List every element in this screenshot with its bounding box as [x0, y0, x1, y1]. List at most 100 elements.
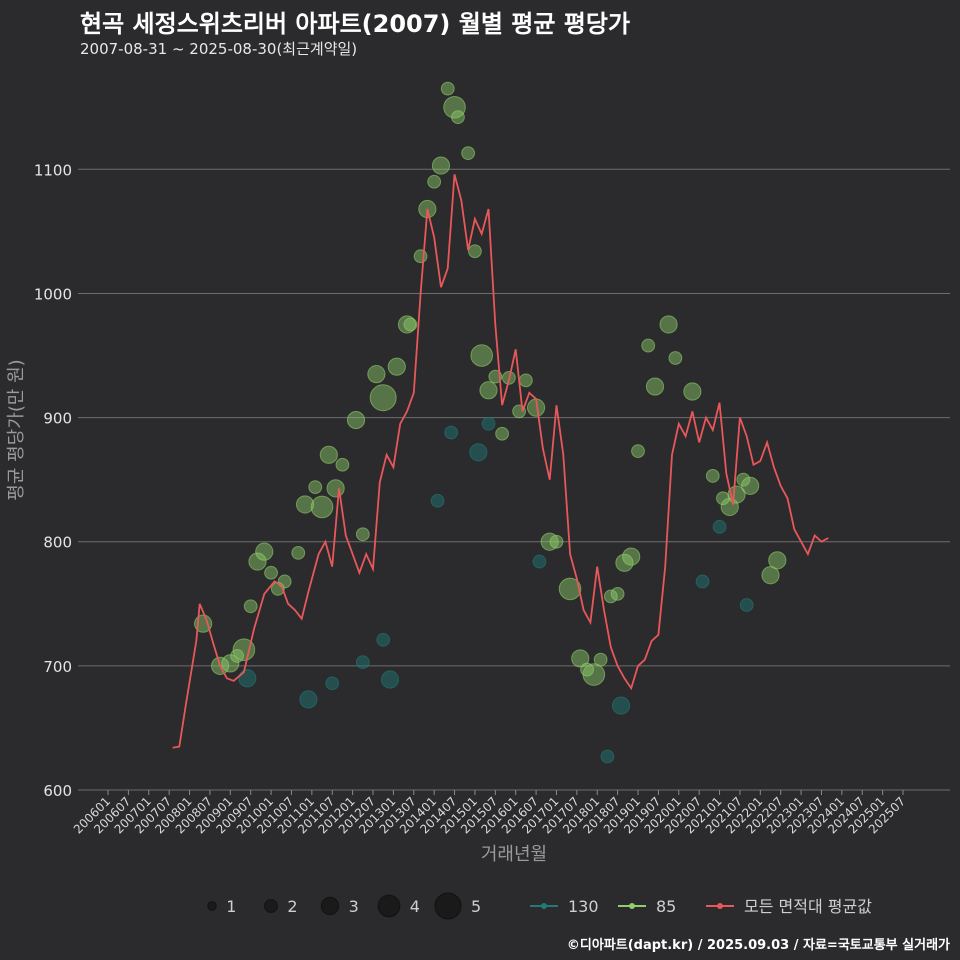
scatter-point-85 — [761, 566, 780, 585]
legend-series-label: 85 — [656, 897, 676, 916]
scatter-point-85 — [736, 472, 751, 487]
scatter-point-85 — [610, 586, 625, 601]
scatter-point-85 — [768, 551, 787, 570]
scatter-point-85 — [310, 495, 334, 519]
legend-size-marker — [434, 892, 462, 920]
chart-title: 현곡 세정스위츠리버 아파트(2007) 월별 평균 평당가 — [80, 10, 631, 38]
scatter-point-85 — [427, 174, 442, 189]
y-axis-label: 평균 평당가(만 원) — [6, 359, 27, 500]
scatter-point-130 — [299, 690, 318, 709]
x-axis-label: 거래년월 — [481, 844, 547, 865]
footer-credit: ©디아파트(dapt.kr) / 2025.09.03 / 자료=국토교통부 실… — [566, 938, 950, 953]
chart-subtitle: 2007-08-31 ~ 2025-08-30(최근계약일) — [80, 40, 358, 58]
legend-size-label: 3 — [349, 897, 359, 916]
scatter-point-130 — [600, 749, 615, 764]
legend-size-label: 5 — [471, 897, 481, 916]
scatter-point-85 — [645, 377, 665, 396]
scatter-point-85 — [488, 369, 503, 384]
scatter-point-85 — [295, 495, 315, 514]
scatter-point-85 — [255, 542, 274, 561]
scatter-point-85 — [615, 553, 634, 572]
scatter-point-85 — [243, 599, 258, 614]
scatter-point-130 — [481, 416, 496, 431]
scatter-point-85 — [440, 81, 455, 96]
scatter-point-85 — [413, 249, 428, 264]
legend-size-label: 2 — [287, 897, 297, 916]
scatter-point-85 — [470, 344, 494, 367]
scatter-point-130 — [611, 696, 631, 715]
scatter-point-85 — [431, 156, 451, 175]
scatter-point-85 — [582, 663, 606, 686]
scatter-point-85 — [264, 565, 278, 580]
scatter-point-85 — [571, 649, 590, 668]
scatter-point-85 — [248, 552, 267, 571]
legend-layer: 1 2 3 4 5 130 85 모든 면적대 평균값 — [207, 892, 872, 920]
scatter-point-85 — [443, 95, 466, 119]
scatter-point-85 — [659, 315, 678, 334]
scatter-point-85 — [451, 110, 465, 125]
grid-layer — [78, 168, 950, 791]
scatter-point-85 — [631, 444, 645, 459]
scatter-point-85 — [335, 457, 350, 472]
scatter-point-85 — [326, 479, 345, 498]
scatter-point-85 — [668, 351, 683, 365]
scatter-point-85 — [369, 384, 397, 412]
scatter-point-85 — [580, 662, 594, 677]
legend-size-marker — [320, 896, 340, 916]
scatter-point-85 — [683, 382, 702, 401]
scatter-point-85 — [641, 338, 656, 353]
scatter-point-130 — [695, 574, 710, 589]
legend-size-marker — [264, 899, 278, 913]
legend-series-dot — [717, 903, 723, 909]
scatter-point-85 — [355, 527, 370, 542]
scatter-point-85 — [346, 410, 366, 430]
scatter-point-85 — [232, 638, 256, 662]
scatter-point-130 — [355, 655, 370, 670]
scatter-point-130 — [376, 632, 391, 647]
scatter-point-130 — [739, 598, 754, 612]
line-layer — [172, 174, 829, 749]
scatter-point-85 — [549, 534, 564, 549]
scatter-point-85 — [468, 244, 482, 259]
scatter-point-130 — [444, 425, 459, 440]
scatter-point-130 — [532, 554, 547, 569]
scatter-point-85 — [397, 315, 417, 334]
scatter-point-85 — [461, 146, 476, 161]
scatter-point-85 — [741, 476, 760, 495]
scatter-point-85 — [705, 469, 720, 483]
scatter-point-85 — [518, 373, 533, 388]
scatter-point-130 — [380, 670, 400, 689]
legend-series-label: 130 — [568, 897, 599, 916]
scatter-point-85 — [479, 381, 498, 400]
scatter-point-85 — [367, 365, 386, 384]
scatter-point-130 — [238, 669, 257, 688]
scatter-point-85 — [403, 317, 418, 332]
legend-series-label: 모든 면적대 평균값 — [744, 897, 872, 916]
scatter-point-130 — [430, 493, 445, 508]
scatter-point-130 — [469, 443, 488, 462]
y-tick-label: 600 — [43, 782, 72, 800]
scatter-point-85 — [319, 445, 338, 464]
legend-series-dot — [629, 903, 635, 909]
scatter-point-85 — [593, 652, 608, 667]
y-tick-label: 900 — [43, 410, 72, 428]
scatter-point-85 — [308, 480, 323, 495]
scatter-layer — [194, 81, 787, 764]
scatter-point-85 — [495, 426, 510, 441]
legend-series-dot — [541, 903, 547, 909]
legend-size-marker — [377, 894, 401, 918]
scatter-point-85 — [277, 574, 292, 589]
scatter-point-85 — [558, 577, 582, 601]
scatter-point-85 — [291, 545, 306, 560]
scatter-point-130 — [712, 519, 727, 534]
axis-layer: 6007008009001000110020060120060720070120… — [34, 161, 908, 836]
y-tick-label: 800 — [43, 534, 72, 552]
scatter-point-85 — [387, 357, 406, 376]
legend-size-marker — [207, 901, 217, 911]
scatter-point-85 — [622, 547, 641, 566]
y-tick-label: 1000 — [34, 285, 72, 303]
legend-size-label: 1 — [226, 897, 236, 916]
legend-size-label: 4 — [410, 897, 420, 916]
